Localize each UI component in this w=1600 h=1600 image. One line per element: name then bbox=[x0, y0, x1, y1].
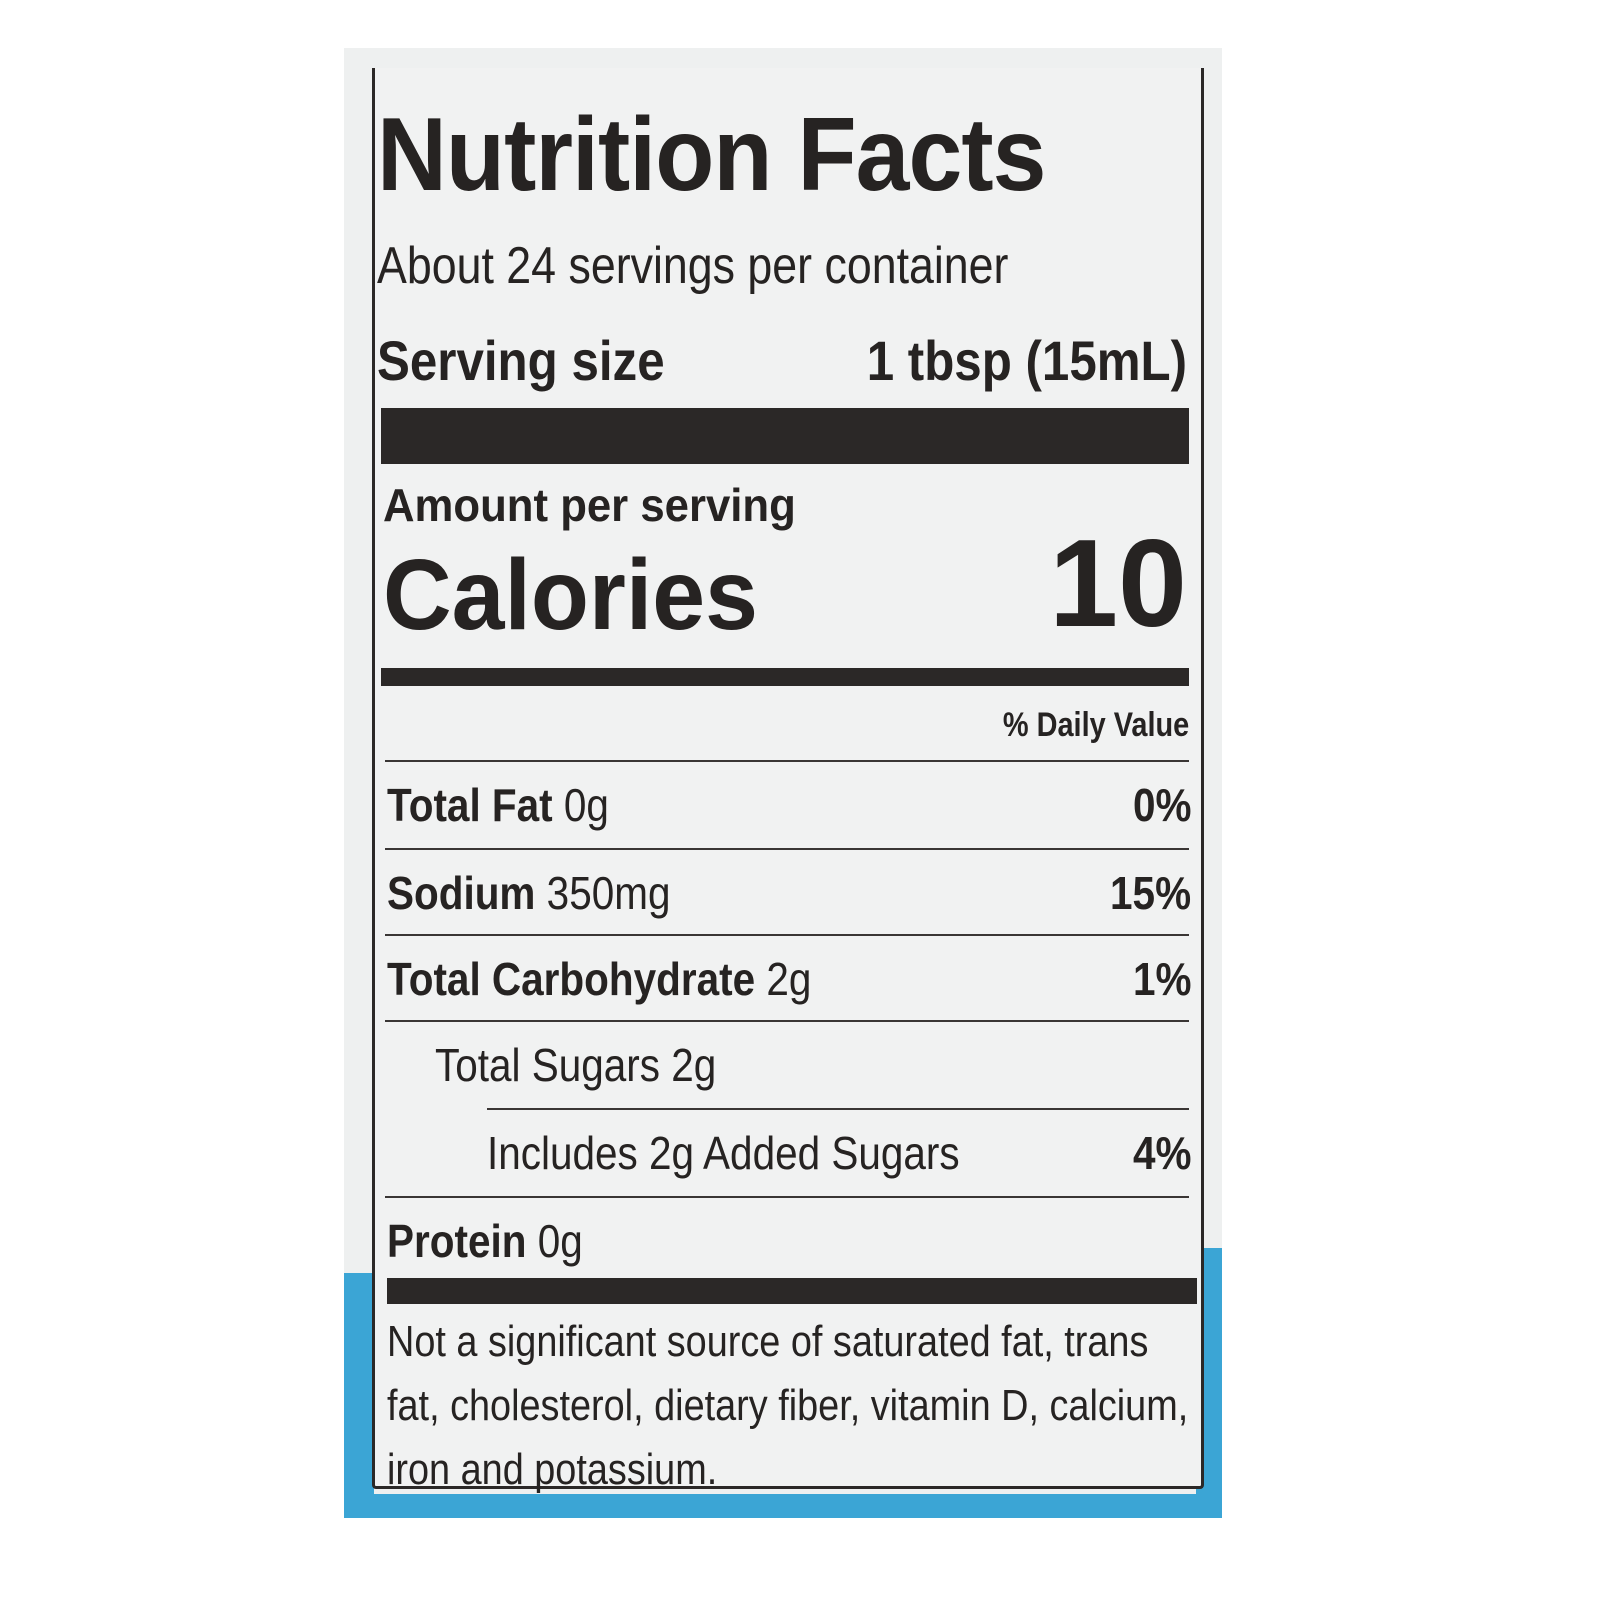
nutrient-dv: 0% bbox=[1132, 779, 1191, 831]
nutrient-name: Total Sugars 2g bbox=[435, 1039, 717, 1091]
nutrient-name: Total Fat bbox=[387, 779, 553, 831]
amount-per-serving: Amount per serving bbox=[383, 479, 796, 531]
nutrient-dv: 4% bbox=[1132, 1127, 1191, 1179]
nutrient-amount: 350mg bbox=[546, 867, 671, 919]
nutrient-row: Total Sugars 2g bbox=[435, 1028, 1191, 1098]
thick-divider bbox=[381, 408, 1189, 464]
nutrition-label: Nutrition Facts About 24 servings per co… bbox=[372, 68, 1204, 1494]
calories-label: Calories bbox=[383, 539, 758, 651]
nutrient-row: Sodium 350mg 15% bbox=[387, 856, 1191, 926]
nutrient-row: Total Fat 0g 0% bbox=[387, 768, 1191, 838]
package-blue-left bbox=[344, 1273, 374, 1518]
label-title: Nutrition Facts bbox=[377, 97, 1046, 213]
divider bbox=[385, 848, 1189, 850]
nutrient-amount: 0g bbox=[537, 1215, 583, 1267]
divider bbox=[385, 934, 1189, 936]
medium-divider bbox=[381, 668, 1189, 686]
nutrient-name: Total Carbohydrate bbox=[387, 953, 756, 1005]
divider bbox=[385, 760, 1189, 762]
daily-value-header: % Daily Value bbox=[1002, 706, 1189, 744]
nutrient-amount: 2g bbox=[766, 953, 812, 1005]
nutrient-dv: 1% bbox=[1132, 953, 1191, 1005]
nutrient-name: Sodium bbox=[387, 867, 536, 919]
footnote: Not a significant source of saturated fa… bbox=[387, 1317, 1189, 1494]
package-blue-bottom bbox=[344, 1494, 1222, 1518]
calories-value: 10 bbox=[1049, 515, 1187, 653]
nutrient-name: Protein bbox=[387, 1215, 527, 1267]
divider bbox=[385, 1196, 1189, 1198]
divider bbox=[385, 1020, 1189, 1022]
nutrient-name: Includes 2g Added Sugars bbox=[487, 1127, 960, 1179]
serving-size-value: 1 tbsp (15mL) bbox=[866, 329, 1187, 392]
divider bbox=[487, 1108, 1189, 1110]
servings-per-container: About 24 servings per container bbox=[377, 237, 1009, 295]
thick-divider bbox=[387, 1278, 1197, 1304]
product-photo: Nutrition Facts About 24 servings per co… bbox=[344, 48, 1222, 1518]
nutrient-row: Total Carbohydrate 2g 1% bbox=[387, 942, 1191, 1012]
serving-size-label: Serving size bbox=[377, 329, 665, 392]
nutrient-row: Includes 2g Added Sugars 4% bbox=[487, 1116, 1191, 1186]
nutrient-amount: 0g bbox=[563, 779, 609, 831]
nutrient-dv: 15% bbox=[1109, 867, 1191, 919]
nutrient-row: Protein 0g bbox=[387, 1204, 1191, 1274]
